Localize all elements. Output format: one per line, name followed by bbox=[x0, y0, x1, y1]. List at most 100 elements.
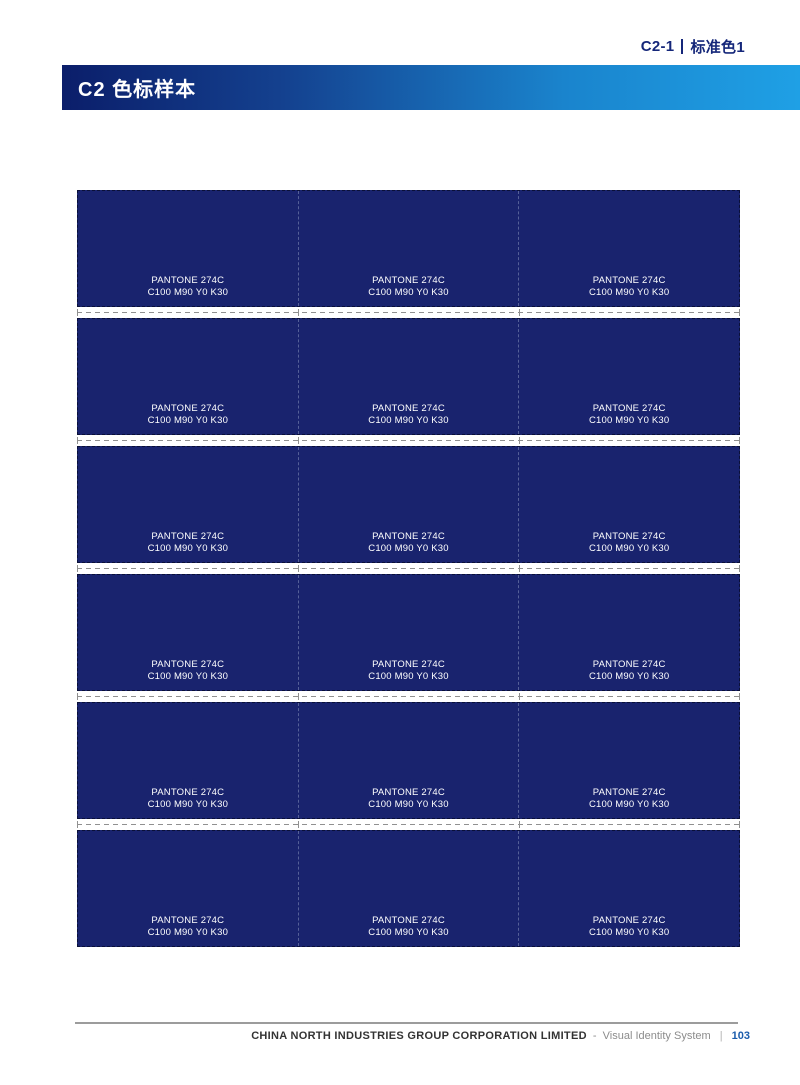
color-swatch: PANTONE 274C C100 M90 Y0 K30 bbox=[78, 831, 298, 946]
swatch-cmyk: C100 M90 Y0 K30 bbox=[147, 670, 229, 682]
swatch-row: PANTONE 274C C100 M90 Y0 K30 PANTONE 274… bbox=[77, 318, 740, 435]
swatch-label: PANTONE 274C C100 M90 Y0 K30 bbox=[368, 531, 448, 554]
cut-line bbox=[77, 691, 740, 702]
cut-line-dash bbox=[77, 568, 740, 569]
swatch-cmyk: C100 M90 Y0 K30 bbox=[588, 798, 670, 810]
cut-tick bbox=[297, 693, 299, 700]
cut-line bbox=[77, 563, 740, 574]
swatch-label: PANTONE 274C C100 M90 Y0 K30 bbox=[589, 659, 669, 682]
cut-line-dash bbox=[77, 440, 740, 441]
section-title: 标准色1 bbox=[690, 39, 745, 56]
swatch-pantone: PANTONE 274C bbox=[151, 531, 225, 542]
swatch-cmyk: C100 M90 Y0 K30 bbox=[368, 286, 449, 298]
swatch-label: PANTONE 274C C100 M90 Y0 K30 bbox=[589, 787, 669, 810]
swatch-cmyk: C100 M90 Y0 K30 bbox=[588, 542, 670, 554]
section-code: C2-1 bbox=[640, 38, 675, 55]
footer-divider: | bbox=[719, 1030, 723, 1042]
cut-tick bbox=[739, 821, 740, 828]
section-header: C2-1 标准色1 bbox=[641, 36, 745, 57]
swatch-cmyk: C100 M90 Y0 K30 bbox=[588, 286, 670, 298]
cut-tick bbox=[297, 565, 299, 572]
swatch-cmyk: C100 M90 Y0 K30 bbox=[147, 926, 229, 938]
company-name: CHINA NORTH INDUSTRIES GROUP CORPORATION… bbox=[251, 1030, 587, 1042]
swatch-row: PANTONE 274C C100 M90 Y0 K30 PANTONE 274… bbox=[77, 702, 740, 819]
swatch-cmyk: C100 M90 Y0 K30 bbox=[147, 798, 229, 810]
swatch-pantone: PANTONE 274C bbox=[592, 531, 666, 542]
swatch-pantone: PANTONE 274C bbox=[151, 275, 225, 286]
swatch-pantone: PANTONE 274C bbox=[372, 915, 445, 926]
cut-line-dash bbox=[77, 824, 740, 825]
color-swatch: PANTONE 274C C100 M90 Y0 K30 bbox=[297, 319, 519, 434]
swatch-cmyk: C100 M90 Y0 K30 bbox=[588, 926, 670, 938]
swatch-label: PANTONE 274C C100 M90 Y0 K30 bbox=[589, 403, 669, 426]
cut-tick bbox=[77, 437, 78, 444]
swatch-label: PANTONE 274C C100 M90 Y0 K30 bbox=[589, 915, 669, 938]
color-swatch: PANTONE 274C C100 M90 Y0 K30 bbox=[518, 319, 739, 434]
cut-line-dash bbox=[77, 312, 740, 313]
swatch-label: PANTONE 274C C100 M90 Y0 K30 bbox=[368, 787, 448, 810]
cut-tick bbox=[77, 309, 78, 316]
cut-tick bbox=[297, 309, 299, 316]
color-swatch: PANTONE 274C C100 M90 Y0 K30 bbox=[518, 831, 739, 946]
cut-tick bbox=[519, 693, 520, 700]
swatch-cmyk: C100 M90 Y0 K30 bbox=[368, 798, 449, 810]
swatch-grid: PANTONE 274C C100 M90 Y0 K30 PANTONE 274… bbox=[77, 190, 740, 947]
swatch-pantone: PANTONE 274C bbox=[592, 915, 666, 926]
color-swatch: PANTONE 274C C100 M90 Y0 K30 bbox=[518, 447, 739, 562]
swatch-label: PANTONE 274C C100 M90 Y0 K30 bbox=[148, 659, 228, 682]
swatch-label: PANTONE 274C C100 M90 Y0 K30 bbox=[368, 275, 448, 298]
cut-tick bbox=[739, 309, 740, 316]
swatch-cmyk: C100 M90 Y0 K30 bbox=[368, 670, 449, 682]
system-name: Visual Identity System bbox=[602, 1030, 711, 1042]
swatch-pantone: PANTONE 274C bbox=[372, 659, 445, 670]
swatch-label: PANTONE 274C C100 M90 Y0 K30 bbox=[589, 531, 669, 554]
color-swatch: PANTONE 274C C100 M90 Y0 K30 bbox=[78, 319, 298, 434]
title-bar: C2 色标样本 bbox=[62, 65, 800, 110]
swatch-label: PANTONE 274C C100 M90 Y0 K30 bbox=[148, 403, 228, 426]
swatch-pantone: PANTONE 274C bbox=[372, 787, 445, 798]
swatch-cmyk: C100 M90 Y0 K30 bbox=[147, 414, 229, 426]
swatch-cmyk: C100 M90 Y0 K30 bbox=[368, 542, 449, 554]
cut-line bbox=[77, 819, 740, 830]
swatch-pantone: PANTONE 274C bbox=[592, 403, 666, 414]
color-swatch: PANTONE 274C C100 M90 Y0 K30 bbox=[518, 191, 739, 306]
swatch-label: PANTONE 274C C100 M90 Y0 K30 bbox=[368, 403, 448, 426]
color-swatch: PANTONE 274C C100 M90 Y0 K30 bbox=[518, 575, 739, 690]
swatch-cmyk: C100 M90 Y0 K30 bbox=[147, 542, 229, 554]
swatch-cmyk: C100 M90 Y0 K30 bbox=[368, 926, 449, 938]
page-title: C2 色标样本 bbox=[78, 79, 197, 101]
swatch-pantone: PANTONE 274C bbox=[372, 531, 445, 542]
cut-tick bbox=[77, 821, 78, 828]
color-swatch: PANTONE 274C C100 M90 Y0 K30 bbox=[78, 447, 298, 562]
swatch-pantone: PANTONE 274C bbox=[592, 659, 666, 670]
swatch-cmyk: C100 M90 Y0 K30 bbox=[147, 286, 229, 298]
swatch-row: PANTONE 274C C100 M90 Y0 K30 PANTONE 274… bbox=[77, 830, 740, 947]
swatch-row: PANTONE 274C C100 M90 Y0 K30 PANTONE 274… bbox=[77, 574, 740, 691]
swatch-label: PANTONE 274C C100 M90 Y0 K30 bbox=[368, 915, 448, 938]
swatch-cmyk: C100 M90 Y0 K30 bbox=[588, 414, 670, 426]
cut-tick bbox=[519, 309, 520, 316]
color-swatch: PANTONE 274C C100 M90 Y0 K30 bbox=[78, 575, 298, 690]
divider-line bbox=[681, 39, 684, 54]
cut-line bbox=[77, 435, 740, 446]
swatch-cmyk: C100 M90 Y0 K30 bbox=[588, 670, 670, 682]
color-swatch: PANTONE 274C C100 M90 Y0 K30 bbox=[78, 191, 298, 306]
swatch-label: PANTONE 274C C100 M90 Y0 K30 bbox=[148, 787, 228, 810]
cut-tick bbox=[297, 437, 299, 444]
color-swatch: PANTONE 274C C100 M90 Y0 K30 bbox=[297, 447, 519, 562]
cut-tick bbox=[77, 693, 78, 700]
swatch-cmyk: C100 M90 Y0 K30 bbox=[368, 414, 449, 426]
color-swatch: PANTONE 274C C100 M90 Y0 K30 bbox=[518, 703, 739, 818]
cut-tick bbox=[519, 437, 520, 444]
swatch-pantone: PANTONE 274C bbox=[372, 275, 445, 286]
swatch-pantone: PANTONE 274C bbox=[372, 403, 445, 414]
swatch-label: PANTONE 274C C100 M90 Y0 K30 bbox=[589, 275, 669, 298]
cut-tick bbox=[519, 565, 520, 572]
color-swatch: PANTONE 274C C100 M90 Y0 K30 bbox=[297, 191, 519, 306]
swatch-pantone: PANTONE 274C bbox=[151, 787, 225, 798]
swatch-row: PANTONE 274C C100 M90 Y0 K30 PANTONE 274… bbox=[77, 446, 740, 563]
page-number: 103 bbox=[731, 1030, 750, 1042]
cut-tick bbox=[739, 437, 740, 444]
color-swatch: PANTONE 274C C100 M90 Y0 K30 bbox=[297, 831, 519, 946]
swatch-row: PANTONE 274C C100 M90 Y0 K30 PANTONE 274… bbox=[77, 190, 740, 307]
